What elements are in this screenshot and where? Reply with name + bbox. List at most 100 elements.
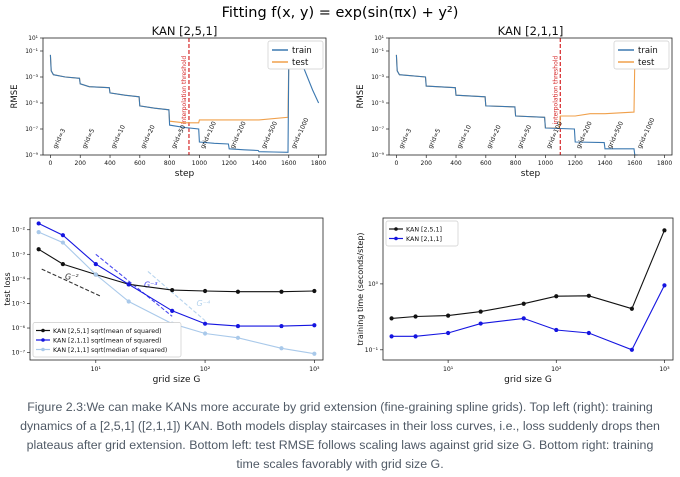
y-axis-label: test loss: [3, 272, 12, 305]
series-test-line: [395, 54, 642, 129]
interpolation-threshold-label: interpolation threshold: [181, 56, 188, 125]
x-tick-label: 800: [164, 160, 176, 167]
data-point: [662, 283, 667, 288]
legend-label: train: [638, 46, 658, 56]
y-tick-label: 10⁻¹: [371, 48, 384, 55]
x-tick-label: 1400: [597, 160, 612, 167]
x-tick-label: 800: [510, 160, 522, 167]
y-tick-label: 10¹: [374, 35, 384, 42]
data-point: [170, 308, 175, 313]
y-tick-label: 10⁰: [368, 281, 379, 288]
legend-label: test: [292, 58, 309, 68]
x-tick-label: 0: [49, 160, 53, 167]
legend-label: KAN [2,5,1]: [406, 227, 442, 234]
data-point: [93, 272, 98, 277]
reference-line: [147, 271, 206, 322]
x-tick-label: 0: [395, 160, 399, 167]
y-tick-label: 10⁻⁷: [12, 350, 26, 357]
x-tick-label: 400: [450, 160, 462, 167]
y-axis-label: training time (seconds/step): [356, 232, 365, 345]
y-tick-label: 10⁻²: [12, 227, 26, 234]
y-axis-label: RMSE: [10, 84, 20, 108]
x-tick-label: 1200: [568, 160, 583, 167]
data-point: [389, 316, 394, 321]
y-tick-label: 10⁻¹: [365, 347, 379, 354]
panel-title: KAN [2,1,1]: [498, 24, 564, 38]
x-tick-label: 600: [480, 160, 492, 167]
data-point: [413, 334, 418, 339]
data-point: [202, 288, 208, 294]
legend-label: KAN [2,1,1]: [406, 236, 442, 243]
data-point: [521, 301, 526, 306]
x-tick-label: 1000: [192, 160, 207, 167]
grid-label: grid=1000: [290, 117, 310, 150]
plot-frame: [29, 217, 324, 361]
y-tick-label: 10⁻⁶: [12, 325, 26, 332]
x-tick-label: 10³: [309, 366, 320, 373]
grid-label: grid=200: [229, 120, 248, 149]
data-point: [478, 309, 483, 314]
x-axis-label: grid size G: [153, 375, 201, 385]
grid-label: grid=20: [140, 124, 157, 150]
x-tick-label: 10¹: [91, 366, 102, 373]
y-tick-label: 10⁻⁵: [25, 100, 38, 107]
data-point: [36, 247, 41, 252]
data-point: [446, 330, 451, 336]
reference-line: [41, 268, 101, 297]
panel-top-right: KAN [2,1,1] interpolation threshold grid=3…: [356, 24, 673, 179]
y-tick-label: 10⁻³: [12, 251, 26, 258]
x-tick-label: 200: [75, 160, 87, 167]
plot-frame: [42, 37, 327, 156]
y-tick-label: 10⁻⁵: [371, 100, 384, 107]
panel-bottom-left: G⁻² G⁻³ G⁻⁴ 10¹ 10² 10³ 10⁻⁷ 10⁻⁶ 10⁻⁵ 10⁻⁴ 10⁻³ 10…: [3, 217, 324, 385]
plot-frame: [388, 37, 673, 156]
data-point: [126, 282, 131, 287]
data-point: [235, 289, 241, 294]
legend-marker: [394, 236, 398, 241]
data-point: [312, 288, 317, 294]
data-point: [312, 323, 317, 328]
x-tick-label: 1200: [222, 160, 237, 167]
data-point: [586, 330, 591, 336]
grid-label: grid=3: [52, 128, 67, 150]
y-tick-label: 10⁻⁴: [12, 276, 26, 283]
grid-label: grid=50: [516, 124, 533, 150]
figure-caption: Figure 2.3:We can make KANs more accurat…: [20, 400, 660, 471]
series-line: [38, 223, 315, 327]
legend-label: test: [638, 58, 655, 68]
grid-label: grid=10: [110, 124, 127, 150]
data-point: [662, 228, 667, 233]
grid-label: grid=3: [398, 128, 413, 150]
x-tick-label: 1000: [538, 160, 553, 167]
x-axis-label: grid size G: [504, 375, 552, 385]
series-train-line: [395, 54, 638, 156]
data-point: [235, 335, 241, 340]
x-tick-label: 200: [421, 160, 433, 167]
y-axis-label: RMSE: [356, 84, 366, 108]
y-tick-label: 10⁻³: [371, 74, 384, 81]
data-point: [202, 321, 208, 326]
grid-label: grid=500: [260, 120, 279, 149]
data-point: [202, 331, 208, 336]
legend-marker: [41, 347, 45, 352]
x-tick-label: 1600: [281, 160, 296, 167]
x-tick-label: 1800: [311, 160, 326, 167]
data-point: [446, 313, 451, 318]
data-point: [478, 321, 483, 326]
reference-line-label: G⁻⁴: [197, 299, 211, 308]
data-point: [554, 327, 559, 333]
x-tick-label: 10²: [200, 366, 211, 373]
panel-top-left: KAN [2,5,1] interpolation threshold grid=3…: [10, 24, 327, 179]
y-tick-label: 10⁻⁵: [12, 300, 26, 307]
figure-suptitle: Fitting f(x, y) = exp(sin(πx) + y²): [222, 5, 459, 21]
y-tick-label: 10¹: [28, 35, 38, 42]
x-tick-label: 600: [134, 160, 146, 167]
x-axis-label: step: [521, 169, 541, 179]
legend-marker: [41, 338, 45, 342]
data-point: [60, 261, 65, 267]
y-tick-label: 10⁻³: [25, 74, 38, 81]
series-line: [391, 285, 665, 351]
data-point: [279, 346, 284, 351]
grid-label: grid=200: [575, 120, 594, 149]
